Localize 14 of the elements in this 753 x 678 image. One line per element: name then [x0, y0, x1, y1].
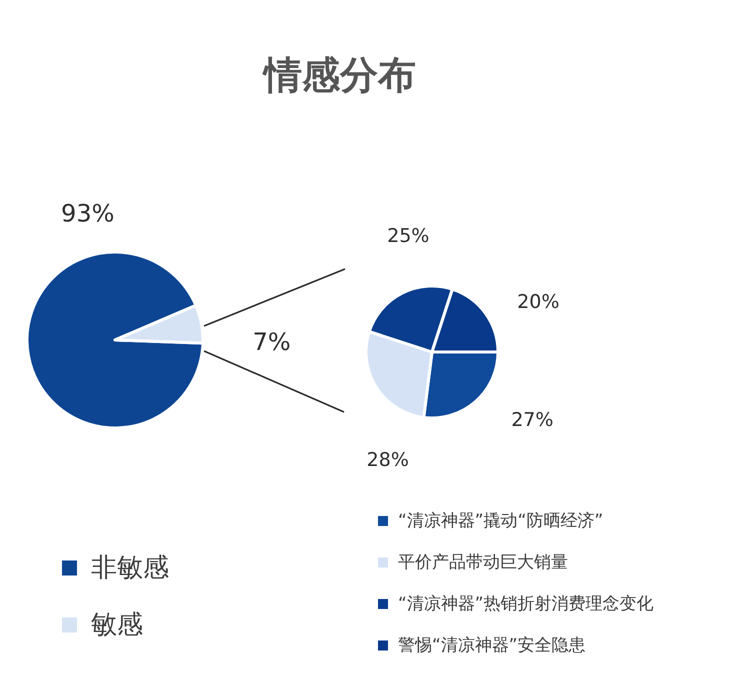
- legend-label: “清凉神器”热销折射消费理念变化: [398, 594, 654, 614]
- data-label: 28%: [366, 449, 409, 472]
- pie-slice: [26, 250, 204, 430]
- data-label: 7%: [252, 328, 291, 356]
- data-label: 93%: [61, 199, 114, 228]
- legend-label: 非敏感: [91, 553, 169, 583]
- legend-label: “清凉神器”撬动“防晒经济”: [398, 511, 604, 531]
- data-label: 27%: [511, 408, 554, 431]
- data-label: 25%: [387, 224, 430, 247]
- legend-label: 敏感: [91, 610, 143, 640]
- legend-label: 警惕“清凉神器”安全隐患: [398, 636, 586, 656]
- chart-title: 情感分布: [262, 53, 416, 97]
- legend-label: 平价产品带动巨大销量: [398, 552, 568, 572]
- data-label: 20%: [517, 290, 560, 313]
